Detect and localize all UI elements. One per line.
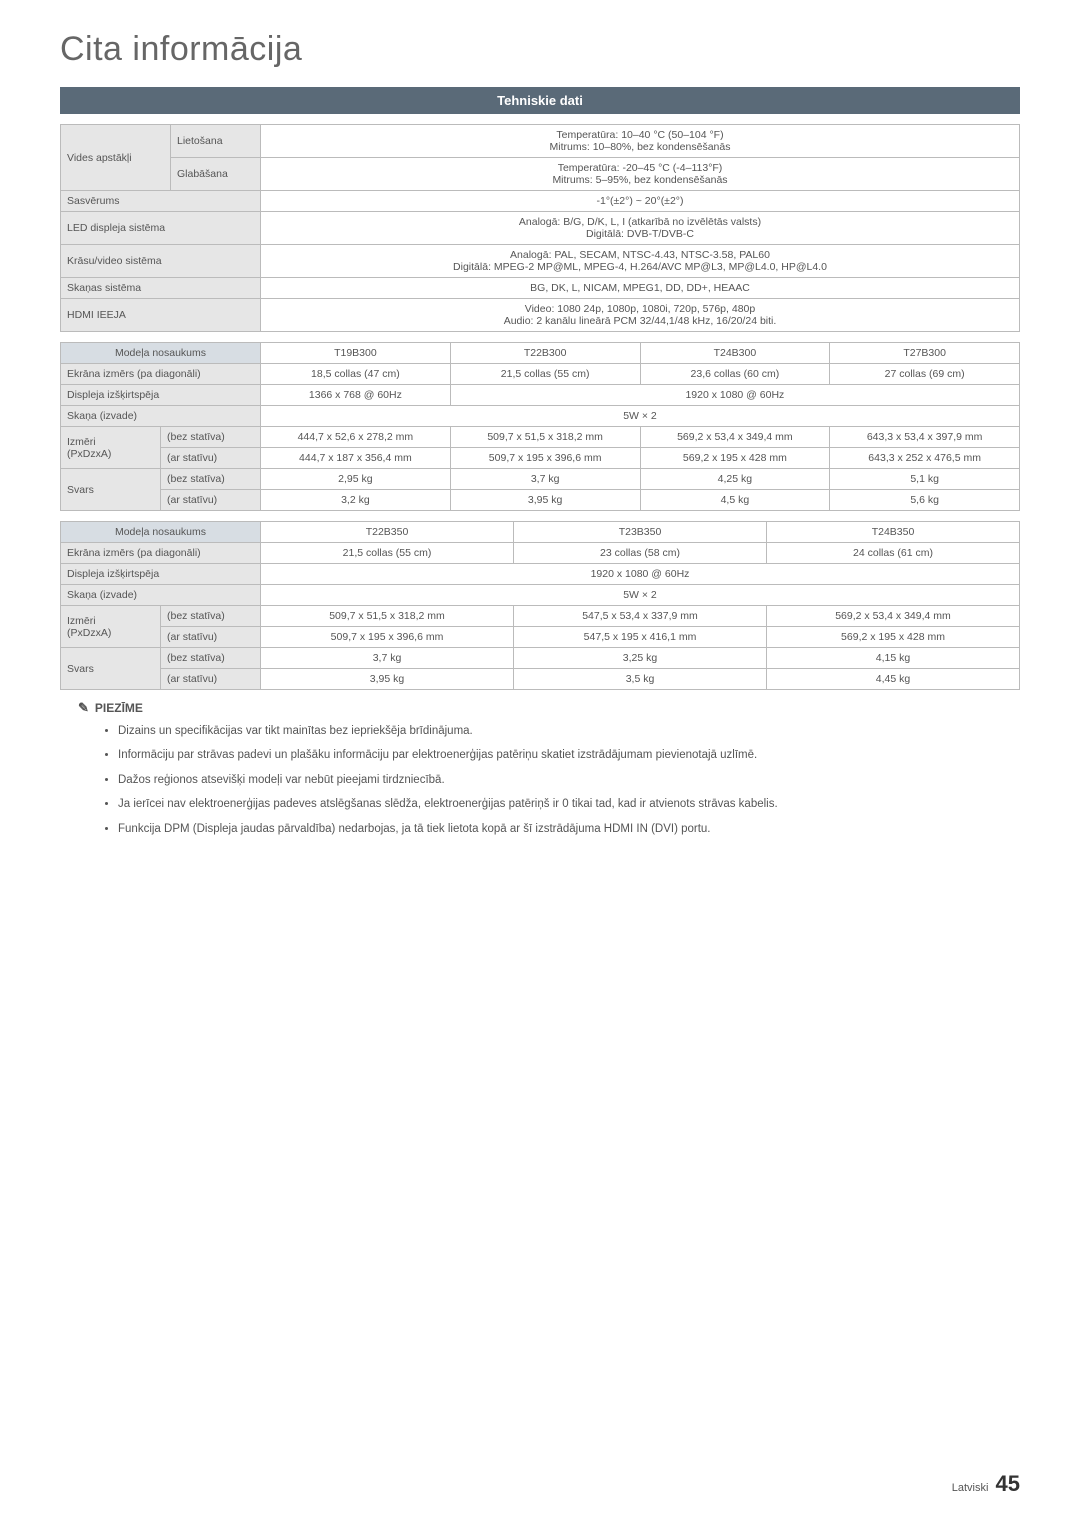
specs-table-models-b350: Modeļa nosaukums T22B350 T23B350 T24B350… <box>60 521 1020 690</box>
section-header: Tehniskie dati <box>60 87 1020 114</box>
cell: 509,7 x 51,5 x 318,2 mm <box>450 427 640 448</box>
cell: 24 collas (61 cm) <box>767 543 1020 564</box>
model-col: T24B350 <box>767 522 1020 543</box>
weight-nostand-label: (bez statīva) <box>161 469 261 490</box>
footer-page-number: 45 <box>996 1471 1020 1496</box>
hdmi-value: Video: 1080 24p, 1080p, 1080i, 720p, 576… <box>261 299 1020 332</box>
note-header: PIEZĪME <box>78 700 1020 716</box>
dim-label: Izmēri (PxDzxA) <box>61 606 161 648</box>
model-col: T19B300 <box>261 343 451 364</box>
cell: 21,5 collas (55 cm) <box>450 364 640 385</box>
screen-label: Ekrāna izmērs (pa diagonāli) <box>61 543 261 564</box>
note-item: Informāciju par strāvas padevi un plašāk… <box>118 746 1020 764</box>
store-value: Temperatūra: -20–45 °C (-4–113°F) Mitrum… <box>261 158 1020 191</box>
hdmi-label: HDMI IEEJA <box>61 299 261 332</box>
cell: 5,6 kg <box>830 490 1020 511</box>
cell: 547,5 x 195 x 416,1 mm <box>514 627 767 648</box>
cell: 3,7 kg <box>261 648 514 669</box>
use-label: Lietošana <box>171 125 261 158</box>
color-label: Krāsu/video sistēma <box>61 245 261 278</box>
cell: 3,95 kg <box>261 669 514 690</box>
led-label: LED displeja sistēma <box>61 212 261 245</box>
cell: 509,7 x 51,5 x 318,2 mm <box>261 606 514 627</box>
cell: 5W × 2 <box>261 585 1020 606</box>
res-label: Displeja izšķirtspēja <box>61 385 261 406</box>
cell: 5W × 2 <box>261 406 1020 427</box>
audio-label: Skaņa (izvade) <box>61 406 261 427</box>
cell: 3,2 kg <box>261 490 451 511</box>
cell: 1366 x 768 @ 60Hz <box>261 385 451 406</box>
cell: 23,6 collas (60 cm) <box>640 364 830 385</box>
model-col: T24B300 <box>640 343 830 364</box>
res-label: Displeja izšķirtspēja <box>61 564 261 585</box>
sound-value: BG, DK, L, NICAM, MPEG1, DD, DD+, HEAAC <box>261 278 1020 299</box>
cell: 569,2 x 195 x 428 mm <box>767 627 1020 648</box>
cell: 569,2 x 195 x 428 mm <box>640 448 830 469</box>
use-value: Temperatūra: 10–40 °C (50–104 °F) Mitrum… <box>261 125 1020 158</box>
dim-stand-label: (ar statīvu) <box>161 627 261 648</box>
dim-stand-label: (ar statīvu) <box>161 448 261 469</box>
dim-nostand-label: (bez statīva) <box>161 427 261 448</box>
cell: 18,5 collas (47 cm) <box>261 364 451 385</box>
cell: 4,45 kg <box>767 669 1020 690</box>
cell: 4,5 kg <box>640 490 830 511</box>
weight-stand-label: (ar statīvu) <box>161 669 261 690</box>
model-col: T27B300 <box>830 343 1020 364</box>
footer-language: Latviski <box>952 1482 989 1494</box>
cell: 2,95 kg <box>261 469 451 490</box>
cell: 3,5 kg <box>514 669 767 690</box>
cell: 509,7 x 195 x 396,6 mm <box>450 448 640 469</box>
cell: 643,3 x 252 x 476,5 mm <box>830 448 1020 469</box>
env-label: Vides apstākļi <box>61 125 171 191</box>
cell: 3,95 kg <box>450 490 640 511</box>
cell: 3,7 kg <box>450 469 640 490</box>
led-value: Analogā: B/G, D/K, L, I (atkarībā no izv… <box>261 212 1020 245</box>
note-item: Funkcija DPM (Displeja jaudas pārvaldība… <box>118 820 1020 838</box>
note-item: Ja ierīcei nav elektroenerģijas padeves … <box>118 795 1020 813</box>
weight-label: Svars <box>61 648 161 690</box>
page-footer: Latviski 45 <box>952 1471 1020 1497</box>
audio-label: Skaņa (izvade) <box>61 585 261 606</box>
cell: 569,2 x 53,4 x 349,4 mm <box>767 606 1020 627</box>
dim-label: Izmēri (PxDzxA) <box>61 427 161 469</box>
store-label: Glabāšana <box>171 158 261 191</box>
notes-list: Dizains un specifikācijas var tikt mainī… <box>118 722 1020 838</box>
cell: 21,5 collas (55 cm) <box>261 543 514 564</box>
dim-nostand-label: (bez statīva) <box>161 606 261 627</box>
note-item: Dažos reģionos atsevišķi modeļi var nebū… <box>118 771 1020 789</box>
model-header: Modeļa nosaukums <box>61 343 261 364</box>
cell: 3,25 kg <box>514 648 767 669</box>
cell: 444,7 x 187 x 356,4 mm <box>261 448 451 469</box>
model-col: T22B300 <box>450 343 640 364</box>
weight-stand-label: (ar statīvu) <box>161 490 261 511</box>
cell: 4,15 kg <box>767 648 1020 669</box>
page-title: Cita informācija <box>60 30 1020 69</box>
cell: 444,7 x 52,6 x 278,2 mm <box>261 427 451 448</box>
cell: 1920 x 1080 @ 60Hz <box>261 564 1020 585</box>
cell: 23 collas (58 cm) <box>514 543 767 564</box>
cell: 5,1 kg <box>830 469 1020 490</box>
model-col: T23B350 <box>514 522 767 543</box>
specs-table-models-b300: Modeļa nosaukums T19B300 T22B300 T24B300… <box>60 342 1020 511</box>
cell: 4,25 kg <box>640 469 830 490</box>
tilt-value: -1°(±2°) ~ 20°(±2°) <box>261 191 1020 212</box>
cell: 569,2 x 53,4 x 349,4 mm <box>640 427 830 448</box>
specs-table-general: Vides apstākļi Lietošana Temperatūra: 10… <box>60 124 1020 332</box>
tilt-label: Sasvērums <box>61 191 261 212</box>
model-header: Modeļa nosaukums <box>61 522 261 543</box>
cell: 643,3 x 53,4 x 397,9 mm <box>830 427 1020 448</box>
screen-label: Ekrāna izmērs (pa diagonāli) <box>61 364 261 385</box>
sound-label: Skaņas sistēma <box>61 278 261 299</box>
cell: 509,7 x 195 x 396,6 mm <box>261 627 514 648</box>
cell: 1920 x 1080 @ 60Hz <box>450 385 1019 406</box>
note-item: Dizains un specifikācijas var tikt mainī… <box>118 722 1020 740</box>
weight-label: Svars <box>61 469 161 511</box>
cell: 547,5 x 53,4 x 337,9 mm <box>514 606 767 627</box>
model-col: T22B350 <box>261 522 514 543</box>
cell: 27 collas (69 cm) <box>830 364 1020 385</box>
color-value: Analogā: PAL, SECAM, NTSC-4.43, NTSC-3.5… <box>261 245 1020 278</box>
weight-nostand-label: (bez statīva) <box>161 648 261 669</box>
